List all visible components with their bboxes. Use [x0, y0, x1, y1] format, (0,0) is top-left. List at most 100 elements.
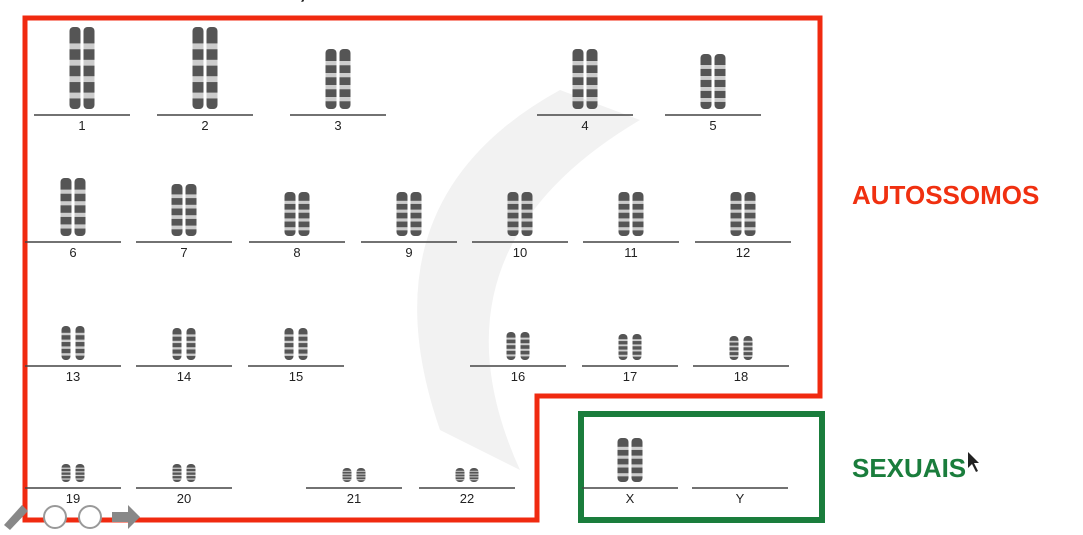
band	[74, 224, 86, 229]
band	[618, 354, 628, 357]
chromosome-label: 21	[347, 491, 361, 506]
band	[185, 215, 197, 219]
band	[396, 200, 408, 204]
band	[356, 479, 366, 481]
band	[520, 343, 530, 346]
band	[730, 218, 742, 222]
band	[632, 209, 644, 213]
band	[632, 344, 642, 347]
band	[284, 353, 294, 356]
band	[61, 353, 71, 356]
band	[618, 200, 630, 204]
chromosome-label: 20	[177, 491, 191, 506]
band	[206, 76, 218, 83]
band	[743, 355, 753, 357]
band	[342, 476, 352, 478]
menu-icon	[78, 505, 102, 529]
slides-icon	[43, 505, 67, 529]
band	[714, 76, 726, 80]
band	[298, 227, 310, 231]
band	[186, 353, 196, 356]
band	[730, 209, 742, 213]
band	[342, 470, 352, 472]
band	[172, 334, 182, 337]
band	[186, 340, 196, 344]
band	[521, 227, 533, 231]
toolbar	[4, 505, 140, 530]
band	[75, 467, 85, 469]
band	[171, 215, 183, 219]
band	[631, 464, 643, 468]
band	[507, 209, 519, 213]
band	[632, 200, 644, 204]
band	[572, 85, 584, 90]
band	[60, 212, 72, 217]
band	[586, 97, 598, 102]
band	[455, 479, 465, 481]
band	[469, 479, 479, 481]
band	[618, 349, 628, 352]
band	[714, 87, 726, 91]
band	[572, 97, 584, 102]
band	[171, 204, 183, 209]
band	[206, 43, 218, 50]
band	[75, 353, 85, 356]
watermark	[417, 90, 640, 470]
band	[186, 471, 196, 473]
chromosome-label: 1	[78, 118, 85, 133]
band	[69, 59, 81, 66]
band	[339, 97, 351, 102]
band	[730, 227, 742, 231]
band	[455, 476, 465, 478]
band	[284, 340, 294, 344]
band	[618, 218, 630, 222]
band	[60, 201, 72, 206]
band	[284, 209, 296, 213]
band	[396, 227, 408, 231]
band	[298, 347, 308, 350]
band	[729, 340, 739, 343]
chromosome-label: 9	[405, 245, 412, 260]
band	[396, 218, 408, 222]
chromosome-label: 22	[460, 491, 474, 506]
band	[69, 92, 81, 99]
band	[632, 227, 644, 231]
band	[729, 350, 739, 353]
band	[171, 194, 183, 199]
band	[192, 59, 204, 66]
band	[632, 339, 642, 342]
band	[284, 334, 294, 337]
band	[74, 212, 86, 217]
band	[172, 467, 182, 469]
band	[506, 343, 516, 346]
slide-title: MULHER: 46, XX	[155, 0, 344, 4]
band	[617, 446, 629, 450]
chromosome-label: 8	[293, 245, 300, 260]
band	[185, 194, 197, 199]
chromosome-label: 12	[736, 245, 750, 260]
band	[410, 209, 422, 213]
chromosome-label: 5	[709, 118, 716, 133]
band	[618, 339, 628, 342]
band	[298, 340, 308, 344]
band	[60, 189, 72, 194]
chromosome-label: 16	[511, 369, 525, 384]
band	[743, 345, 753, 348]
band	[631, 446, 643, 450]
band	[506, 348, 516, 351]
band	[298, 334, 308, 337]
band	[700, 98, 712, 102]
band	[74, 189, 86, 194]
band	[632, 349, 642, 352]
band	[744, 200, 756, 204]
chromosome-label: 11	[624, 245, 638, 260]
sex-frame	[578, 411, 825, 523]
band	[75, 332, 85, 336]
band	[410, 218, 422, 222]
band	[632, 218, 644, 222]
next-icon	[112, 505, 140, 529]
band	[83, 59, 95, 66]
band	[61, 467, 71, 469]
band	[339, 85, 351, 90]
band	[186, 347, 196, 350]
